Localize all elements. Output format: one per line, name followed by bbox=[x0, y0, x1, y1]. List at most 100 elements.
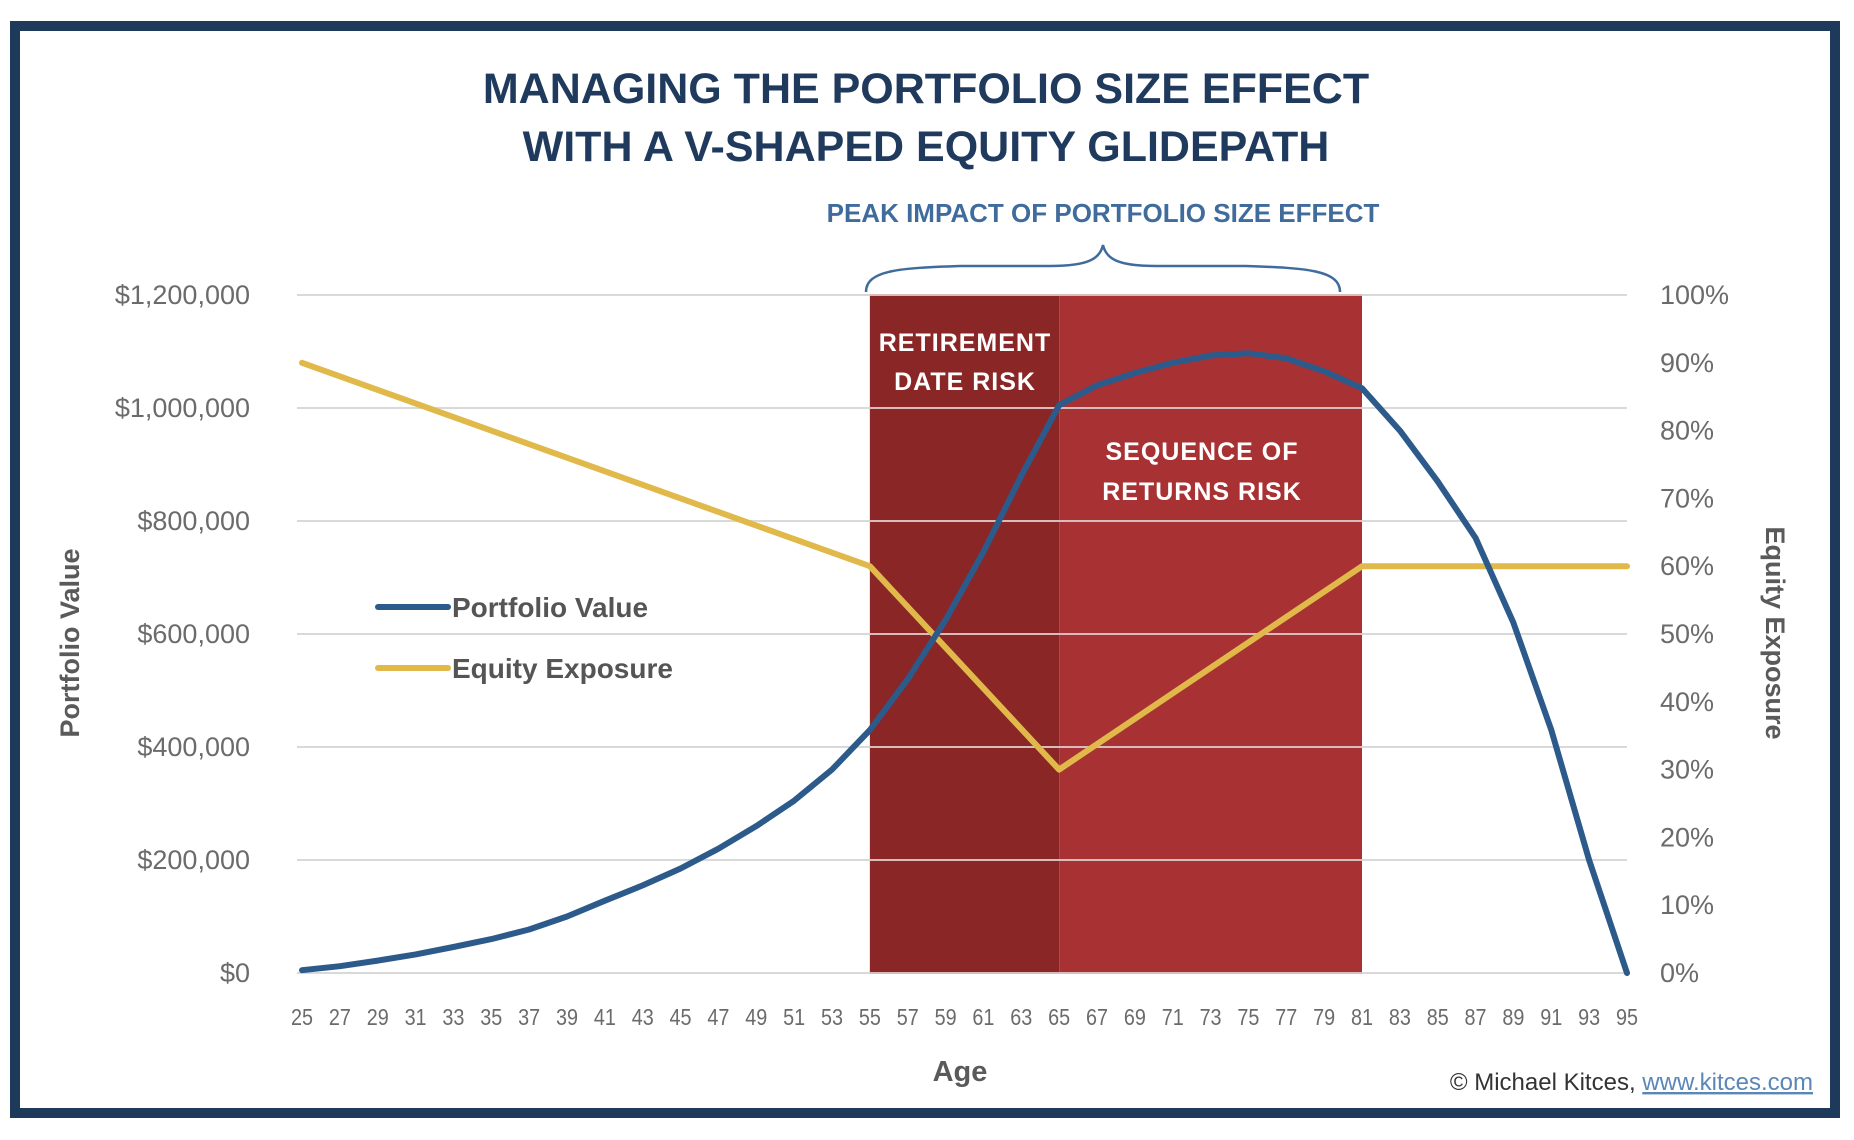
y-tick-right-label: 80% bbox=[1660, 416, 1714, 446]
legend-label-portfolio-value: Portfolio Value bbox=[452, 592, 648, 623]
x-tick-label: 43 bbox=[632, 1005, 654, 1031]
x-tick-label: 29 bbox=[367, 1005, 389, 1031]
portfolio-value-point bbox=[1284, 356, 1288, 360]
x-tick-label: 87 bbox=[1465, 1005, 1487, 1031]
portfolio-value-point bbox=[830, 768, 834, 772]
portfolio-value-point bbox=[1474, 536, 1478, 540]
band-label-sequence-line-1: SEQUENCE OF bbox=[1106, 438, 1299, 466]
y-tick-right-label: 60% bbox=[1660, 551, 1714, 581]
equity-exposure-point bbox=[300, 361, 304, 365]
y-tick-right-label: 90% bbox=[1660, 348, 1714, 378]
x-tick-label: 33 bbox=[442, 1005, 464, 1031]
x-tick-label: 27 bbox=[329, 1005, 351, 1031]
portfolio-value-point bbox=[1209, 353, 1213, 357]
band-label-sequence-line-2: RETURNS RISK bbox=[1102, 478, 1302, 506]
y-tick-left-label: $800,000 bbox=[137, 506, 250, 536]
portfolio-value-point bbox=[1436, 479, 1440, 483]
x-tick-label: 39 bbox=[556, 1005, 578, 1031]
equity-exposure-point bbox=[1360, 564, 1364, 568]
x-tick-label: 75 bbox=[1237, 1005, 1259, 1031]
portfolio-value-point bbox=[1398, 429, 1402, 433]
chart-title-line-1: MANAGING THE PORTFOLIO SIZE EFFECT bbox=[483, 65, 1369, 113]
x-tick-label: 49 bbox=[745, 1005, 767, 1031]
y-tick-right-label: 40% bbox=[1660, 687, 1714, 717]
portfolio-value-point bbox=[1171, 361, 1175, 365]
equity-exposure-line bbox=[299, 359, 1630, 773]
x-tick-label: 35 bbox=[480, 1005, 502, 1031]
equity-exposure-point bbox=[1625, 564, 1629, 568]
x-tick-label: 41 bbox=[594, 1005, 616, 1031]
y-tick-right-label: 30% bbox=[1660, 755, 1714, 785]
y-axis-right-title: Equity Exposure bbox=[1760, 526, 1790, 739]
portfolio-value-point bbox=[944, 618, 948, 622]
portfolio-value-point bbox=[868, 728, 872, 732]
portfolio-value-point bbox=[489, 937, 493, 941]
y-tick-left-label: $600,000 bbox=[137, 619, 250, 649]
portfolio-value-point bbox=[754, 824, 758, 828]
x-tick-label: 93 bbox=[1578, 1005, 1600, 1031]
portfolio-value-point bbox=[376, 959, 380, 963]
portfolio-value-point bbox=[451, 945, 455, 949]
x-tick-label: 73 bbox=[1200, 1005, 1222, 1031]
band-label-retirement-line-1: RETIREMENT bbox=[879, 329, 1052, 357]
portfolio-value-point bbox=[565, 915, 569, 919]
x-tick-label: 61 bbox=[972, 1005, 994, 1031]
y-tick-left-label: $1,000,000 bbox=[115, 393, 250, 423]
credit-link[interactable]: www.kitces.com bbox=[1641, 1069, 1813, 1096]
portfolio-value-line bbox=[299, 350, 1630, 976]
x-tick-label: 63 bbox=[1010, 1005, 1032, 1031]
x-tick-label: 25 bbox=[291, 1005, 313, 1031]
y-tick-right-label: 100% bbox=[1660, 280, 1729, 310]
band-label-retirement-line-2: DATE RISK bbox=[894, 368, 1036, 396]
x-tick-label: 89 bbox=[1502, 1005, 1524, 1031]
portfolio-value-point bbox=[1549, 728, 1553, 732]
x-tick-label: 77 bbox=[1275, 1005, 1297, 1031]
portfolio-value-point bbox=[981, 550, 985, 554]
portfolio-value-point bbox=[527, 927, 531, 931]
credit-text: © Michael Kitces, bbox=[1450, 1069, 1642, 1096]
legend-label-equity-exposure: Equity Exposure bbox=[452, 653, 673, 684]
portfolio-value-point bbox=[1322, 369, 1326, 373]
peak-impact-brace bbox=[864, 244, 1342, 293]
portfolio-value-point bbox=[1246, 351, 1250, 355]
x-tick-label: 31 bbox=[405, 1005, 427, 1031]
x-tick-label: 37 bbox=[518, 1005, 540, 1031]
x-tick-label: 55 bbox=[859, 1005, 881, 1031]
y-tick-left-label: $0 bbox=[220, 958, 250, 988]
x-tick-label: 81 bbox=[1351, 1005, 1373, 1031]
peak-impact-annotation: PEAK IMPACT OF PORTFOLIO SIZE EFFECT bbox=[827, 198, 1380, 228]
equity-exposure-point bbox=[868, 564, 872, 568]
portfolio-value-point bbox=[1625, 971, 1629, 975]
legend: Portfolio Value Equity Exposure bbox=[375, 592, 673, 684]
portfolio-value-point bbox=[414, 952, 418, 956]
portfolio-value-point bbox=[338, 964, 342, 968]
portfolio-value-point bbox=[1511, 621, 1515, 625]
y-tick-right-label: 20% bbox=[1660, 822, 1714, 852]
portfolio-value-point bbox=[300, 968, 304, 972]
y-tick-left-label: $1,200,000 bbox=[115, 280, 250, 310]
chart-title-line-2: WITH A V-SHAPED EQUITY GLIDEPATH bbox=[523, 123, 1330, 171]
x-tick-label: 65 bbox=[1048, 1005, 1070, 1031]
x-tick-label: 85 bbox=[1427, 1005, 1449, 1031]
x-tick-label: 67 bbox=[1086, 1005, 1108, 1031]
portfolio-value-point bbox=[792, 799, 796, 803]
x-tick-label: 91 bbox=[1540, 1005, 1562, 1031]
y-tick-right-label: 10% bbox=[1660, 890, 1714, 920]
x-axis-title: Age bbox=[933, 1056, 988, 1088]
y-tick-left-label: $400,000 bbox=[137, 732, 250, 762]
x-tick-label: 79 bbox=[1313, 1005, 1335, 1031]
portfolio-value-point bbox=[1587, 858, 1591, 862]
portfolio-value-point bbox=[1019, 474, 1023, 478]
y-tick-right-label: 70% bbox=[1660, 483, 1714, 513]
x-tick-label: 45 bbox=[670, 1005, 692, 1031]
x-tick-label: 57 bbox=[897, 1005, 919, 1031]
x-tick-label: 83 bbox=[1389, 1005, 1411, 1031]
portfolio-value-point bbox=[1360, 386, 1364, 390]
portfolio-value-point bbox=[679, 866, 683, 870]
portfolio-value-point bbox=[1133, 371, 1137, 375]
portfolio-value-point bbox=[716, 847, 720, 851]
x-tick-label: 47 bbox=[707, 1005, 729, 1031]
portfolio-value-point bbox=[1095, 383, 1099, 387]
equity-exposure-point bbox=[1057, 768, 1061, 772]
